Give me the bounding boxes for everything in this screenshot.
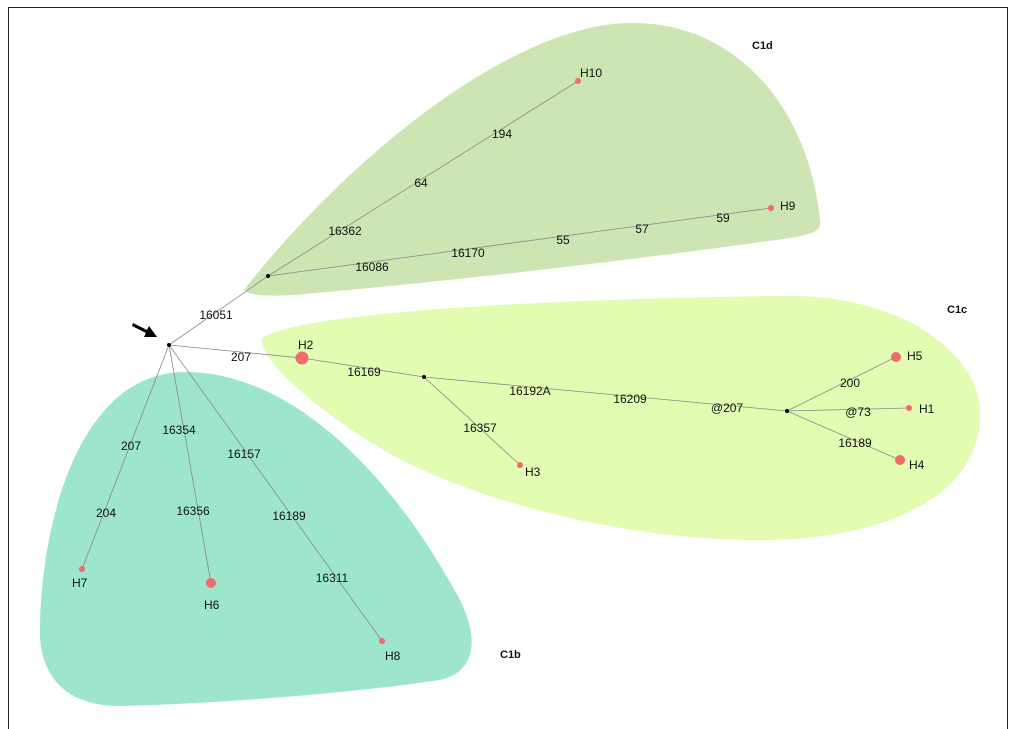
diagram-frame <box>8 7 1008 729</box>
mutation-label: @73 <box>845 405 871 419</box>
node-labels-layer: H1 H2 H3 H4 H5 H6 H7 H8 H9 H10 <box>72 66 935 663</box>
mutation-label: 16311 <box>316 571 349 585</box>
edge-root-H6 <box>168 344 212 584</box>
edge-m_c1d-H9 <box>267 207 772 277</box>
nodes-layer <box>79 78 912 644</box>
haplotype-node-h3 <box>517 462 523 468</box>
edge-root-H8 <box>168 344 383 642</box>
haplotype-node-h7 <box>79 566 85 572</box>
mutation-label: 16356 <box>176 504 210 518</box>
mutation-label: 55 <box>556 233 570 247</box>
mutation-label: 200 <box>840 376 860 390</box>
mutation-label: @207 <box>711 401 744 415</box>
haplotype-node-h5 <box>891 352 901 362</box>
mutation-label: 207 <box>121 439 141 453</box>
edge-m_c1c_b-H5 <box>786 356 897 412</box>
mutation-label: 16209 <box>613 392 647 406</box>
haplotype-label: H4 <box>909 458 925 472</box>
mutation-label: 207 <box>231 350 251 364</box>
mutation-label: 16357 <box>463 421 497 435</box>
mutation-label: 194 <box>492 127 512 141</box>
haplotype-label: H2 <box>298 338 314 352</box>
haplotype-node-h10 <box>575 78 581 84</box>
edge-m_c1c_b-H1 <box>786 407 910 412</box>
edge-m_c1c_a-H3 <box>423 376 521 466</box>
median-vector-node <box>167 343 171 347</box>
haplotype-node-h6 <box>206 578 216 588</box>
mutation-label: 59 <box>716 211 730 225</box>
mutation-label: 16354 <box>162 423 196 437</box>
cluster-label-c1d: C1d <box>752 40 773 52</box>
mutation-label: 16086 <box>355 260 389 274</box>
median-vector-node <box>266 274 270 278</box>
mutation-label: 64 <box>414 176 428 190</box>
mutation-label: 16170 <box>451 246 485 260</box>
mutation-label: 16051 <box>199 308 233 322</box>
edge-root-H2 <box>168 344 303 359</box>
mutation-label: 16169 <box>347 365 381 379</box>
cluster-c1c-region <box>261 296 981 540</box>
edges-layer <box>81 80 910 642</box>
mutation-label: 16362 <box>328 224 362 238</box>
cluster-label-c1b: C1b <box>500 649 521 661</box>
median-vector-node <box>422 375 426 379</box>
edge-m_c1c_b-H4 <box>786 410 901 461</box>
haplotype-node-h8 <box>379 638 385 644</box>
haplotype-label: H8 <box>385 649 401 663</box>
cluster-c1d-region <box>244 22 821 296</box>
cluster-label-c1c: C1c <box>947 304 967 316</box>
haplotype-label: H9 <box>780 199 796 213</box>
median-vector-node <box>785 409 789 413</box>
haplotype-node-h1 <box>906 405 912 411</box>
mutation-label: 204 <box>96 506 116 520</box>
mutation-label: 57 <box>635 222 649 236</box>
edge-H2-m_c1c_a <box>301 357 425 378</box>
cluster-c1b-region <box>39 372 472 706</box>
haplotype-label: H5 <box>907 349 923 363</box>
haplotype-node-h9 <box>768 205 774 211</box>
mutation-label: 16192A <box>509 384 550 398</box>
black-arrow-icon <box>132 323 157 337</box>
haplotype-node-h4 <box>895 455 905 465</box>
haplotype-label: H7 <box>72 576 88 590</box>
haplotype-label: H10 <box>580 66 602 80</box>
haplotype-label: H6 <box>204 598 220 612</box>
haplotype-node-h2 <box>295 351 309 365</box>
edge-root-H7 <box>81 344 170 570</box>
edge-root-m_c1d <box>168 275 269 346</box>
edge-m_c1d-H10 <box>267 80 579 277</box>
haplotype-label: H3 <box>525 465 541 479</box>
mutation-labels-layer: 16051 16362 64 194 16086 16170 55 57 59 207 16169 1… <box>96 127 872 585</box>
edge-m_c1c_a-m_c1c_b <box>423 376 788 412</box>
haplotype-label: H1 <box>919 402 935 416</box>
mutation-label: 16189 <box>272 509 306 523</box>
mutation-label: 16157 <box>227 447 261 461</box>
mutation-label: 16189 <box>838 436 872 450</box>
